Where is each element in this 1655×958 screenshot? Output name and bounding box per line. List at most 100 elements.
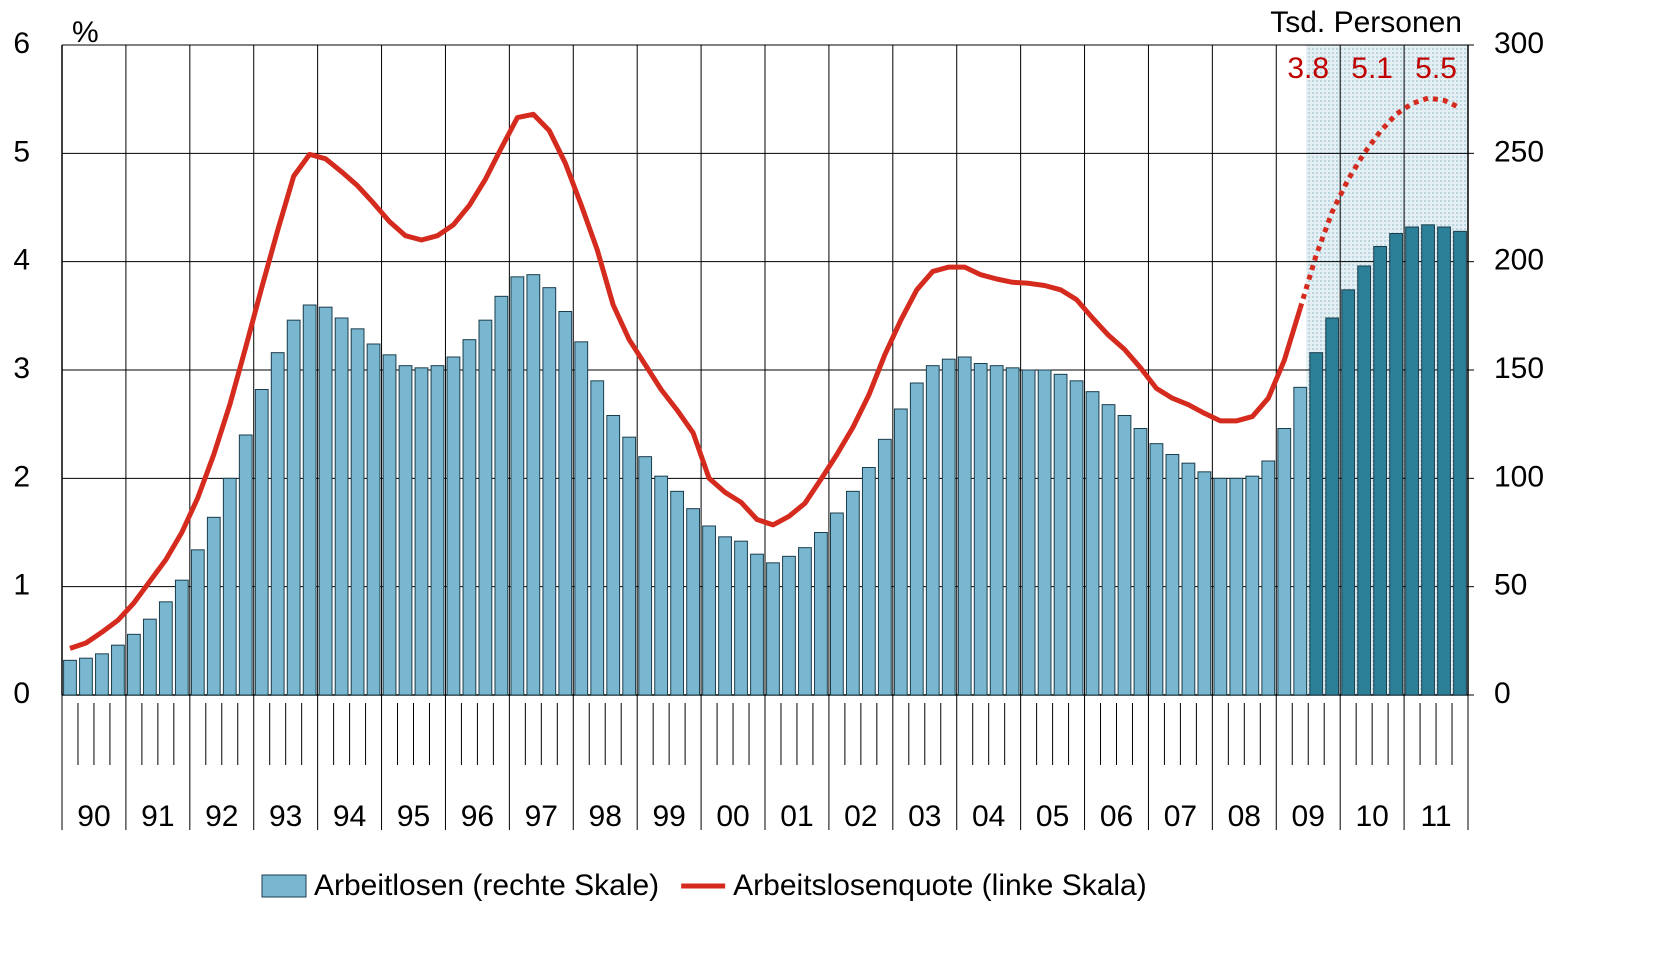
bar [63, 659, 77, 696]
y-tick-label: 2 [13, 460, 30, 493]
bar [670, 490, 685, 696]
bar [1117, 415, 1132, 696]
x-tick-label: 96 [461, 800, 494, 833]
y-tick-label: 3 [13, 352, 30, 385]
bar [798, 547, 812, 696]
bar [1213, 477, 1228, 696]
bar [446, 356, 461, 696]
bar [814, 532, 828, 696]
bar [526, 274, 541, 696]
x-tick-label: 08 [1228, 800, 1261, 833]
x-tick-label: 05 [1036, 800, 1069, 833]
bar [350, 328, 365, 696]
y2-tick-label: 50 [1494, 569, 1527, 602]
bar [1133, 428, 1148, 696]
x-tick-label: 02 [844, 800, 877, 833]
bar [558, 311, 573, 696]
bar [95, 653, 109, 696]
bar [478, 319, 493, 696]
bar [430, 365, 445, 696]
line [69, 111, 1303, 651]
bar [1309, 352, 1324, 696]
y-tick-label: 1 [13, 569, 30, 602]
bar [1357, 265, 1372, 696]
bar [702, 525, 716, 696]
bar [1373, 246, 1388, 696]
bar [366, 343, 381, 696]
bar [1021, 369, 1036, 696]
bar [174, 579, 189, 696]
x-tick-label: 06 [1100, 800, 1133, 833]
bar [111, 644, 125, 696]
bar [1389, 233, 1403, 696]
bar [606, 415, 621, 696]
bar [414, 367, 429, 696]
bar [893, 408, 908, 696]
x-tick-label: 03 [908, 800, 941, 833]
bar [238, 434, 253, 696]
bar [1325, 317, 1340, 696]
bar [462, 339, 477, 696]
bar [398, 365, 413, 696]
bar [79, 657, 93, 696]
left-axis-label: % [72, 16, 99, 49]
bar [750, 553, 764, 696]
bar [270, 352, 285, 696]
right-axis-label: Tsd. Personen [1270, 6, 1462, 39]
bar [654, 475, 669, 696]
bar [1277, 428, 1292, 696]
bar [622, 436, 637, 696]
y2-tick-label: 0 [1494, 677, 1511, 710]
y-tick-label: 5 [13, 135, 30, 168]
bar [861, 467, 876, 696]
x-tick-label: 10 [1355, 800, 1388, 833]
annotation: 3.8 [1287, 52, 1329, 85]
x-tick-label: 90 [77, 800, 110, 833]
bar [1437, 226, 1451, 696]
bar [286, 319, 301, 696]
bar [845, 490, 860, 696]
bar [989, 365, 1004, 696]
x-tick-label: 09 [1292, 800, 1325, 833]
bar [334, 317, 349, 696]
x-tick-label: 97 [525, 800, 558, 833]
x-tick-label: 91 [141, 800, 174, 833]
bar [1229, 477, 1244, 696]
bar [302, 304, 317, 696]
bar [925, 365, 940, 696]
x-tick-label: 00 [716, 800, 749, 833]
bar [510, 276, 525, 696]
bar [1005, 367, 1020, 696]
x-tick-label: 01 [780, 800, 813, 833]
bar [222, 477, 237, 696]
bar [494, 295, 509, 696]
bar [686, 508, 700, 696]
bar [973, 363, 988, 696]
y-tick-label: 4 [13, 244, 30, 277]
x-tick-label: 95 [397, 800, 430, 833]
legend-label: Arbeitslosenquote (linke Skala) [733, 869, 1147, 902]
bar [1165, 454, 1180, 696]
bar [638, 456, 653, 696]
bar [1453, 230, 1467, 696]
bar [734, 540, 748, 696]
annotation: 5.1 [1351, 52, 1393, 85]
bar [957, 356, 972, 696]
y2-tick-label: 150 [1494, 352, 1544, 385]
annotation: 5.5 [1415, 52, 1457, 85]
x-tick-label: 11 [1420, 800, 1451, 833]
bar [941, 358, 956, 696]
bar [1421, 224, 1435, 696]
bar [127, 633, 141, 696]
bar [254, 389, 269, 696]
bar [574, 341, 589, 696]
line [1297, 95, 1462, 310]
bar [1101, 404, 1116, 696]
bar [542, 287, 557, 696]
y2-tick-label: 250 [1494, 135, 1544, 168]
legend-swatch [261, 874, 307, 898]
bar [1293, 386, 1308, 696]
x-tick-label: 99 [652, 800, 685, 833]
y2-tick-label: 300 [1494, 27, 1544, 60]
